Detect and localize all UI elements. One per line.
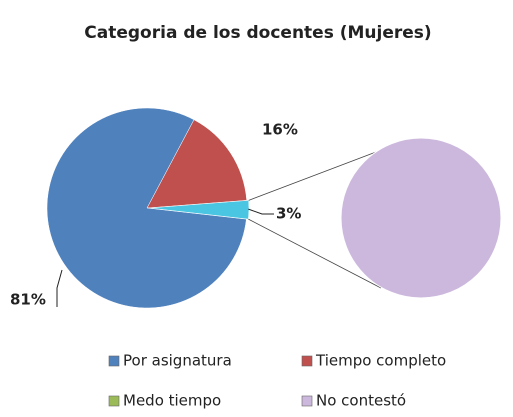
legend-label: Por asignatura	[123, 352, 232, 370]
legend-swatch	[108, 395, 120, 407]
legend-swatch	[301, 395, 313, 407]
connector	[248, 151, 377, 201]
leader-line	[248, 208, 274, 215]
data-label: 16%	[262, 121, 298, 139]
connector	[248, 218, 382, 289]
pie-slice	[340, 137, 502, 299]
legend-label: Tiempo completo	[315, 352, 446, 370]
leader-line	[56, 269, 63, 307]
data-label: 81%	[10, 291, 46, 309]
legend-swatch	[108, 355, 120, 367]
legend-label: No contestó	[316, 392, 406, 410]
legend-label: Medo tiempo	[123, 392, 221, 410]
pie-slice	[146, 119, 247, 209]
pie-slice	[46, 107, 247, 309]
chart-title: Categoria de los docentes (Mujeres)	[84, 23, 431, 43]
data-label: 3%	[276, 205, 301, 223]
legend-swatch	[301, 355, 313, 367]
